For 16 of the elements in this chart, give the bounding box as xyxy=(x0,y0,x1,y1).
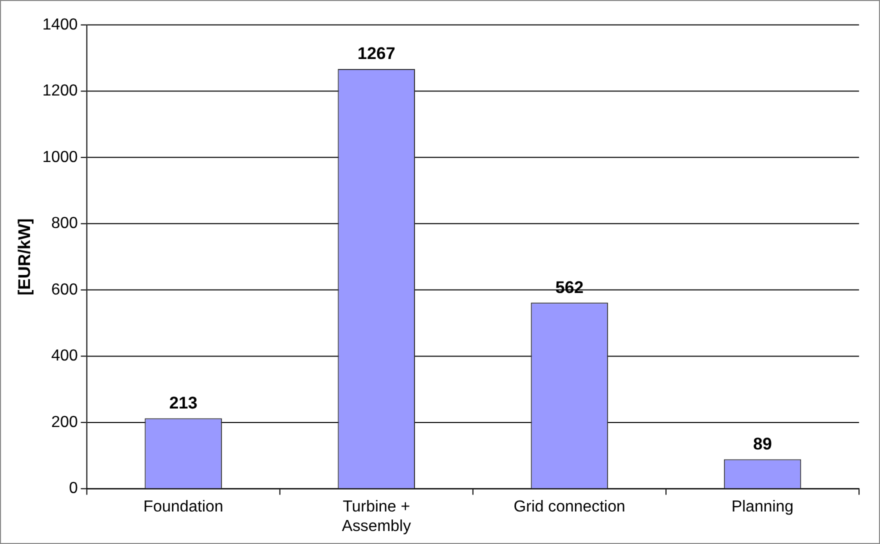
y-tick-label: 1000 xyxy=(42,148,78,166)
data-label: 1267 xyxy=(358,44,396,64)
y-tick-label: 1200 xyxy=(42,82,78,100)
y-tick-label: 400 xyxy=(51,348,78,365)
x-tick-label: Planning xyxy=(731,498,794,516)
x-tick-label: Turbine + Assembly xyxy=(342,498,411,535)
y-tick-label: 800 xyxy=(51,215,78,232)
data-label: 89 xyxy=(753,434,772,454)
y-tick-label: 200 xyxy=(51,414,78,431)
x-tick-label: Foundation xyxy=(143,498,224,516)
y-tick-label: 1400 xyxy=(42,16,78,34)
y-axis-title: [EUR/kW] xyxy=(14,218,34,296)
data-label: 213 xyxy=(169,393,198,412)
y-tick-label: 0 xyxy=(68,480,78,498)
y-tick-label: 600 xyxy=(51,281,78,298)
x-tick-label: Grid connection xyxy=(514,498,626,516)
